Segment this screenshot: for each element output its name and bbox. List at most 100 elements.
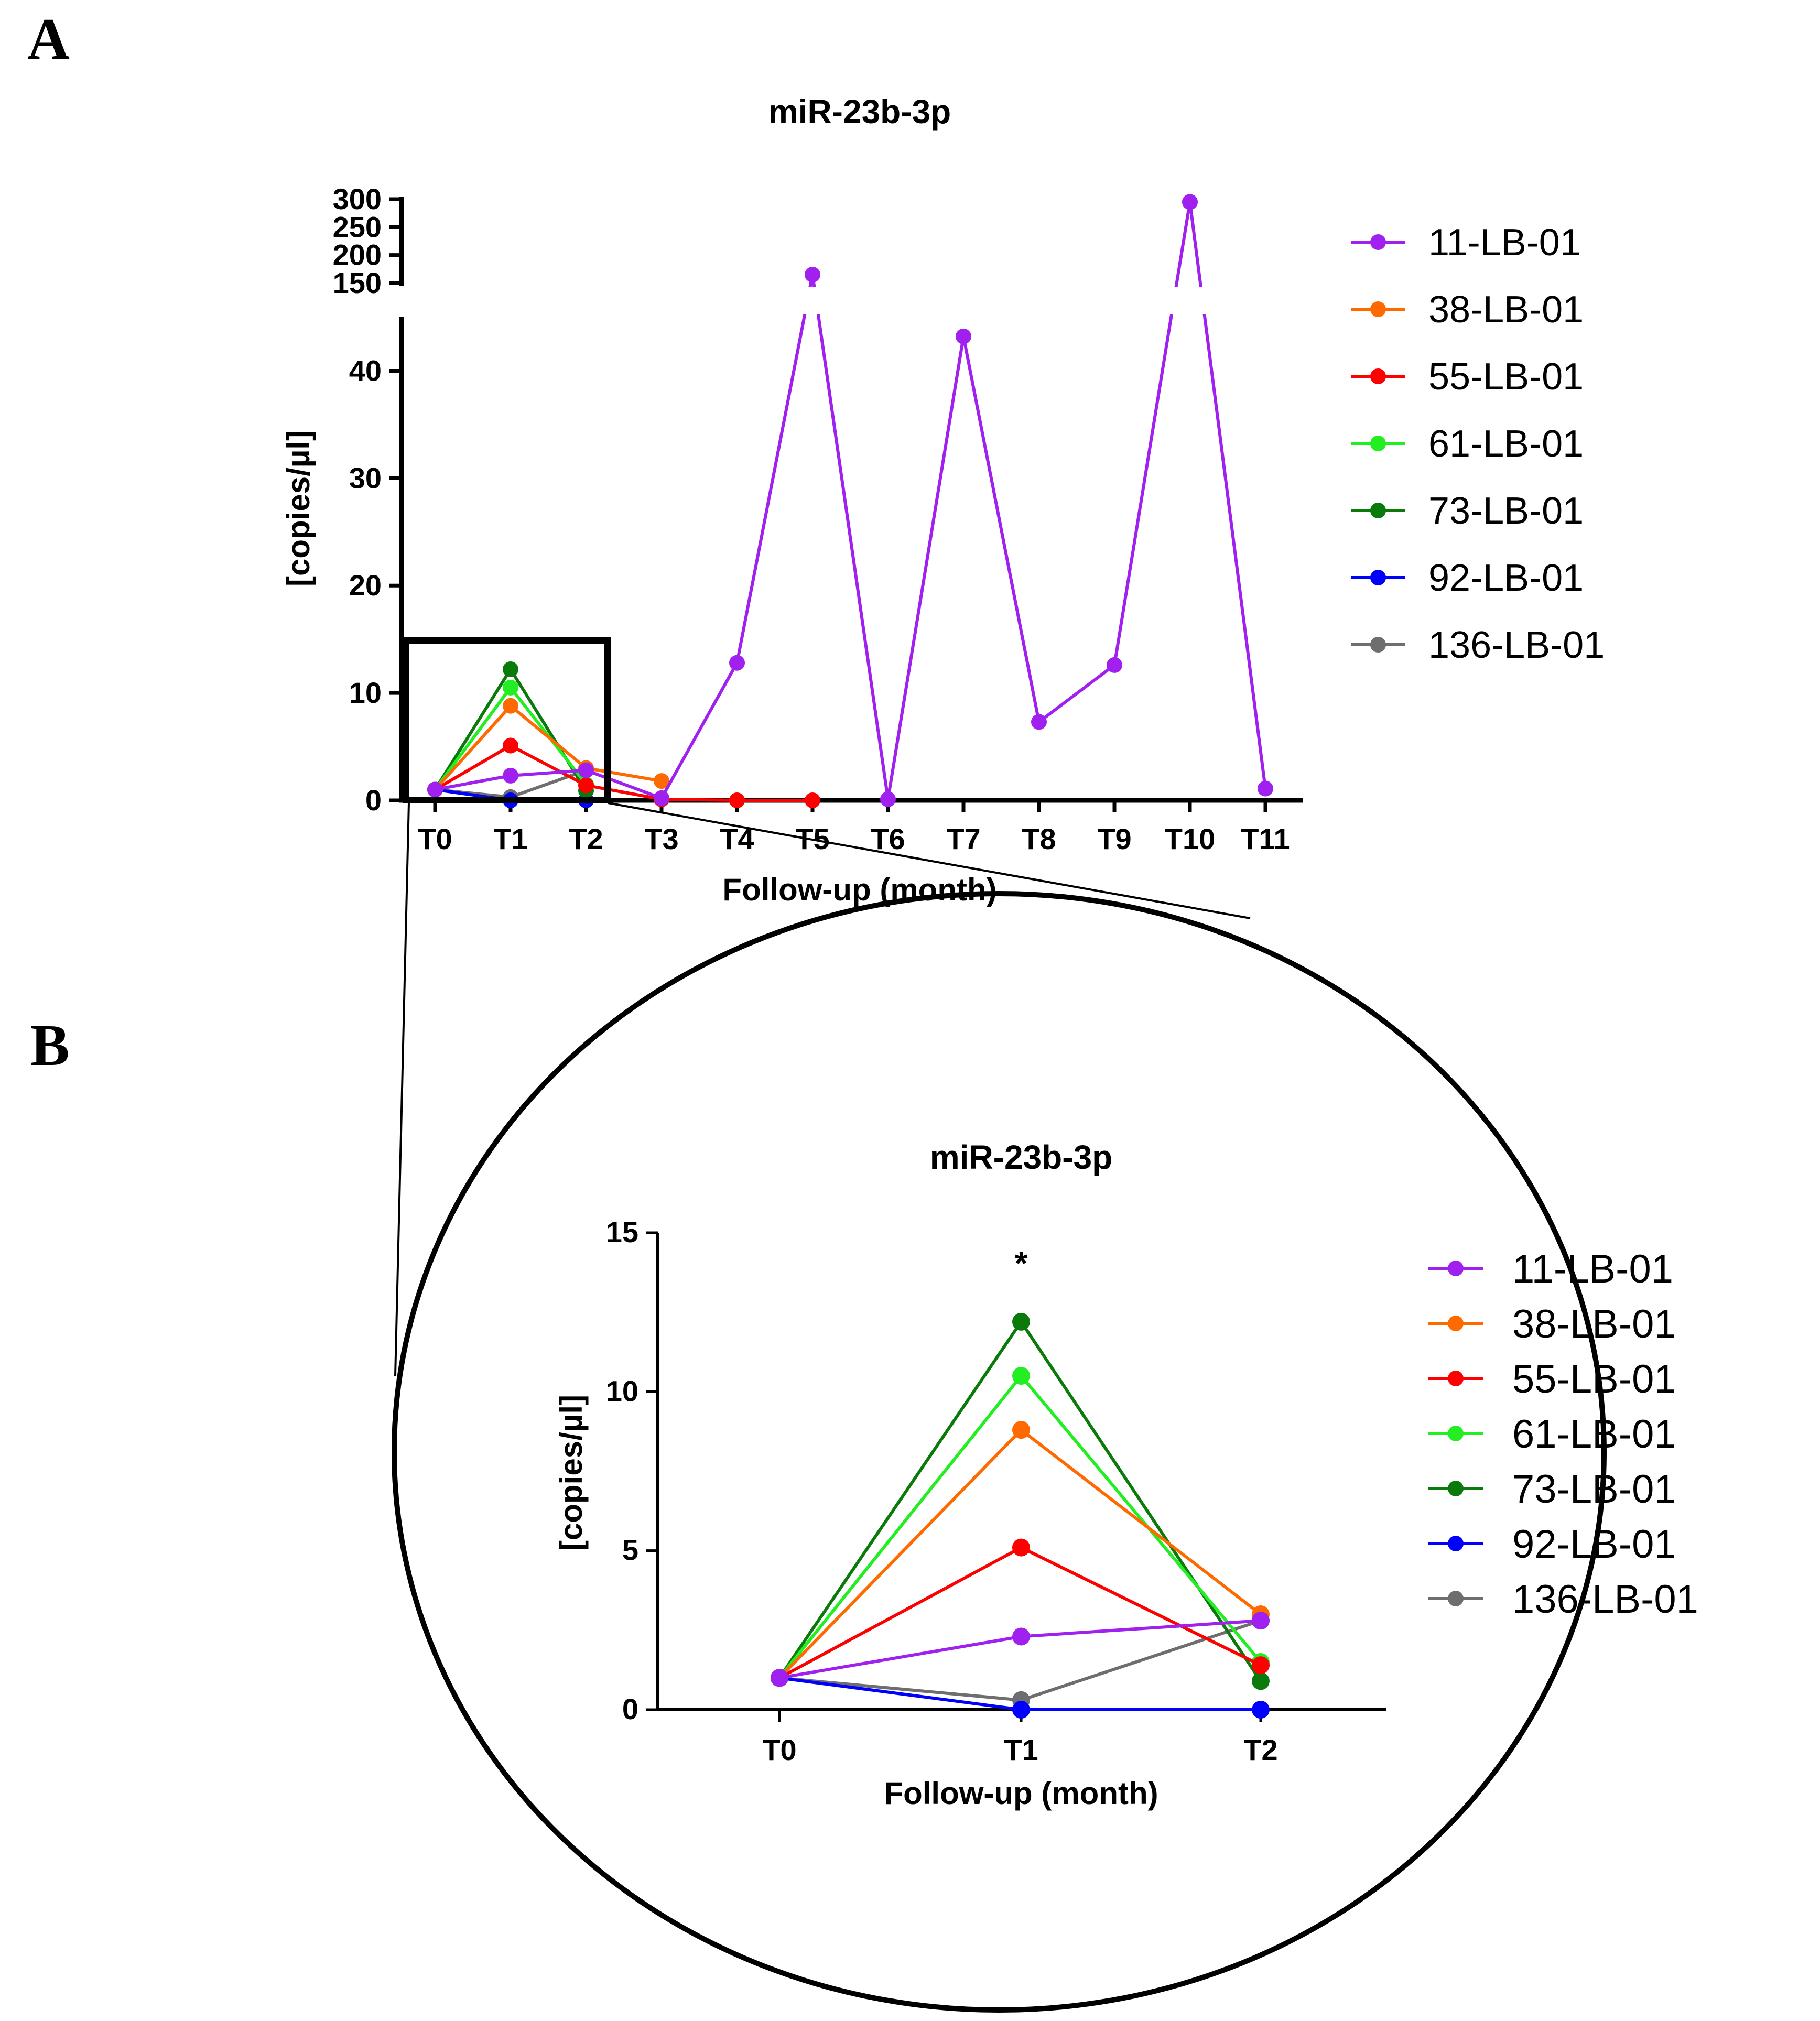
panel-b-data-point: [1252, 1701, 1270, 1719]
panel-a-data-point: [1258, 780, 1273, 797]
panel-b-data-point: [771, 1669, 788, 1687]
zoom-connector-left: [394, 802, 410, 1376]
panel-a-data-point: [503, 679, 518, 696]
panel-a-data-point: [1107, 657, 1122, 673]
panel-a-legend-marker: [1370, 301, 1386, 317]
panel-b-data-point: [1012, 1538, 1030, 1557]
panel-b-data-point: [1012, 1627, 1030, 1646]
panel-b-legend-marker: [1448, 1371, 1464, 1386]
panel-b-data-point: [1252, 1612, 1270, 1630]
panel-a-data-point: [503, 698, 518, 714]
panel-b-x-tick-label: T2: [1243, 1733, 1277, 1766]
panel-a-y-tick-label: 300: [333, 182, 382, 215]
panel-a-series-line-55-lb-01: [434, 744, 812, 802]
panel-b-legend-label: 55-LB-01: [1512, 1357, 1676, 1401]
panel-a-x-tick-label: T9: [1097, 822, 1131, 855]
panel-b-legend-label: 92-LB-01: [1512, 1522, 1676, 1567]
panel-a-axis-break-gap: [388, 287, 1310, 314]
panel-a-chart: miR-23b-3p Follow-up (month) [copies/µl] 0 1…: [281, 93, 1605, 907]
panel-a-x-tick-label: T8: [1022, 822, 1056, 855]
panel-a-x-tick-label: T0: [418, 822, 452, 855]
panel-a-legend-marker: [1370, 436, 1386, 451]
panel-a-y-tick-label: 0: [365, 784, 382, 817]
panel-b-chart: miR-23b-3p Follow-up (month) [copies/µl] 0 5…: [554, 1138, 1698, 1811]
panel-b-legend-label: 136-LB-01: [1512, 1577, 1698, 1622]
panel-b-legend-marker: [1448, 1591, 1464, 1606]
panel-b-data-point: [1012, 1421, 1030, 1439]
panel-a-y-axis-label: [copies/µl]: [281, 430, 316, 586]
panel-b-x-tick-label: T0: [762, 1733, 796, 1766]
panel-b-legend-marker: [1448, 1481, 1464, 1496]
panel-a-legend-marker: [1370, 234, 1386, 250]
panel-b-x-tick-label: T1: [1004, 1733, 1038, 1766]
panel-a-data-point: [1182, 194, 1198, 210]
panel-b-legend-label: 38-LB-01: [1512, 1302, 1676, 1346]
panel-a-legend-marker: [1370, 570, 1386, 585]
panel-b-y-tick-label: 5: [622, 1534, 638, 1567]
panel-a-data-point: [805, 792, 820, 808]
panel-a-legend-label: 92-LB-01: [1428, 557, 1584, 599]
panel-a-y-tick-label: 10: [349, 676, 382, 709]
panel-b-letter: B: [30, 1013, 70, 1078]
panel-a-x-axis-label: Follow-up (month): [722, 872, 996, 907]
panel-a-legend-label: 11-LB-01: [1428, 222, 1581, 264]
panel-a-y-tick-label: 20: [349, 569, 382, 602]
panel-a-data-point: [956, 328, 971, 344]
panel-b-legend-label: 73-LB-01: [1512, 1467, 1676, 1512]
panel-b-title: miR-23b-3p: [930, 1138, 1113, 1176]
panel-a-x-tick-label: T1: [493, 822, 527, 855]
panel-a-data-point: [880, 791, 896, 807]
panel-b-legend-marker: [1448, 1261, 1464, 1276]
panel-a-data-point: [729, 792, 745, 808]
panel-a-x-tick-label: T10: [1165, 822, 1216, 855]
panel-a-x-tick-label: T3: [644, 822, 678, 855]
panel-a-x-tick-label: T11: [1241, 822, 1290, 855]
panel-b-legend-label: 11-LB-01: [1512, 1247, 1673, 1291]
panel-b-y-axis-label: [copies/µl]: [554, 1395, 589, 1551]
panel-a-data-point: [729, 655, 745, 671]
panel-a-data-point: [503, 737, 518, 754]
panel-b-legend-marker: [1448, 1536, 1464, 1551]
panel-a-x-tick-label: T7: [946, 822, 980, 855]
panel-a-legend-marker: [1370, 368, 1386, 384]
panel-a-legend-label: 55-LB-01: [1428, 356, 1584, 398]
panel-a-legend-marker: [1370, 637, 1386, 653]
panel-a-data-point: [654, 790, 669, 806]
panel-b-legend-marker: [1448, 1426, 1464, 1441]
panel-b-x-axis-label: Follow-up (month): [884, 1776, 1158, 1811]
panel-a-y-tick-label: 200: [333, 238, 382, 271]
zoom-connector-right: [608, 802, 1251, 919]
zoom-ellipse: [392, 891, 1607, 2013]
panel-a-data-point: [1031, 714, 1047, 730]
panel-a-data-point: [805, 267, 820, 282]
panel-a-y-tick-label: 150: [333, 266, 382, 299]
panel-a-data-point: [503, 661, 518, 678]
panel-a-title: miR-23b-3p: [768, 93, 951, 131]
panel-b-data-point: [1012, 1701, 1030, 1719]
panel-a-legend-label: 38-LB-01: [1428, 289, 1584, 331]
panel-a-series-line-38-lb-01: [434, 704, 662, 791]
panel-b-series-line-55-lb-01: [778, 1546, 1262, 1679]
panel-a-data-point: [427, 781, 443, 798]
panel-b-legend-marker: [1448, 1316, 1464, 1331]
panel-a-x-tick-label: T6: [871, 822, 905, 855]
panel-a-x-tick-label: T2: [569, 822, 603, 855]
panel-a-y-tick-label: 250: [333, 210, 382, 243]
panel-a-series-line-11-lb-01: [435, 200, 1267, 801]
panel-a-data-point: [503, 767, 518, 784]
panel-a-y-tick-label: 30: [349, 461, 382, 494]
panel-b-significance-marker: *: [1015, 1244, 1028, 1282]
panel-a-zoom-box: [403, 637, 611, 803]
panel-a-legend-label: 61-LB-01: [1428, 423, 1584, 465]
panel-a-legend-marker: [1370, 503, 1386, 518]
panel-a-data-point: [578, 762, 594, 778]
panel-b-y-tick-label: 0: [622, 1692, 638, 1725]
panel-a-letter: A: [27, 7, 70, 72]
panel-a-data-point: [654, 773, 669, 789]
panel-b-y-tick-label: 10: [606, 1374, 638, 1407]
panel-a-y-tick-label: 40: [349, 354, 382, 387]
panel-a-legend-label: 73-LB-01: [1428, 490, 1584, 532]
panel-b-legend-label: 61-LB-01: [1512, 1412, 1676, 1457]
panel-b-data-point: [1012, 1367, 1030, 1385]
